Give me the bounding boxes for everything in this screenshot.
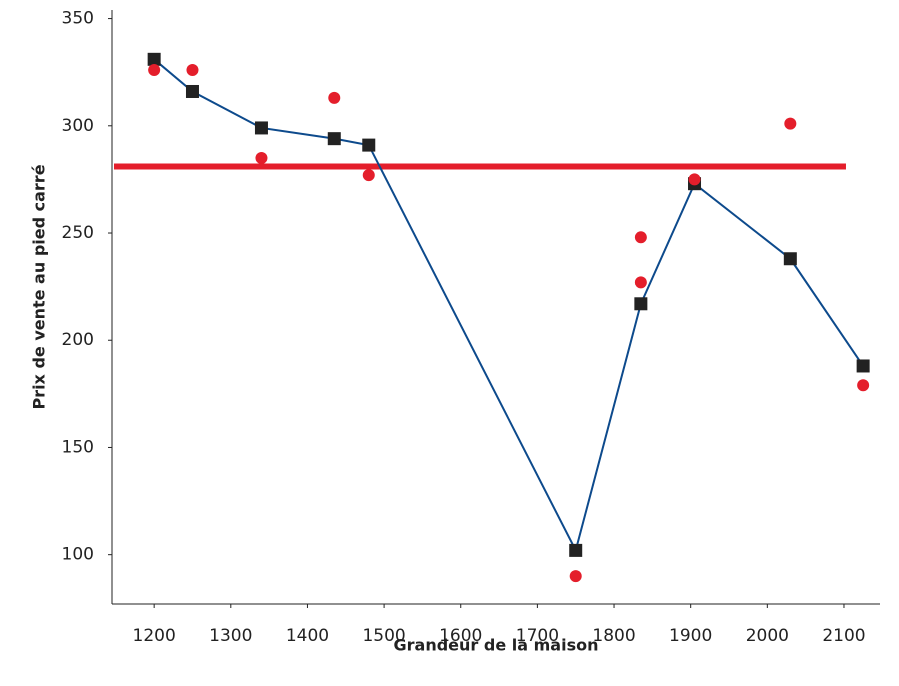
square-marker <box>634 297 647 310</box>
x-tick-label: 1800 <box>592 626 635 646</box>
circle-marker <box>689 173 701 185</box>
square-marker <box>186 85 199 98</box>
x-tick-label: 2100 <box>822 626 865 646</box>
circle-marker <box>328 92 340 104</box>
circle-marker <box>635 276 647 288</box>
square-marker <box>328 132 341 145</box>
x-tick-label: 1200 <box>133 626 176 646</box>
chart: Grandeur de la maison Prix de vente au p… <box>0 0 899 686</box>
square-marker <box>784 252 797 265</box>
y-tick-label: 300 <box>62 116 94 136</box>
circle-marker <box>255 152 267 164</box>
square-marker <box>255 121 268 134</box>
circle-marker <box>363 169 375 181</box>
x-tick-label: 2000 <box>746 626 789 646</box>
circle-marker <box>570 570 582 582</box>
circle-marker <box>784 118 796 130</box>
circle-marker <box>857 379 869 391</box>
y-tick-label: 100 <box>62 545 94 565</box>
x-tick-label: 1300 <box>209 626 252 646</box>
x-tick-label: 1600 <box>439 626 482 646</box>
square-marker <box>569 544 582 557</box>
x-axis-label: Grandeur de la maison <box>394 636 599 655</box>
y-axis-label: Prix de vente au pied carré <box>30 164 49 409</box>
circle-marker <box>635 231 647 243</box>
square-marker <box>362 139 375 152</box>
circle-marker <box>186 64 198 76</box>
x-tick-label: 1400 <box>286 626 329 646</box>
y-tick-label: 350 <box>62 9 94 29</box>
square-marker <box>857 359 870 372</box>
x-tick-label: 1700 <box>516 626 559 646</box>
y-tick-label: 150 <box>62 437 94 457</box>
square-marker <box>148 53 161 66</box>
y-tick-label: 200 <box>62 330 94 350</box>
y-tick-label: 250 <box>62 223 94 243</box>
x-tick-label: 1500 <box>362 626 405 646</box>
circle-marker <box>148 64 160 76</box>
x-tick-label: 1900 <box>669 626 712 646</box>
